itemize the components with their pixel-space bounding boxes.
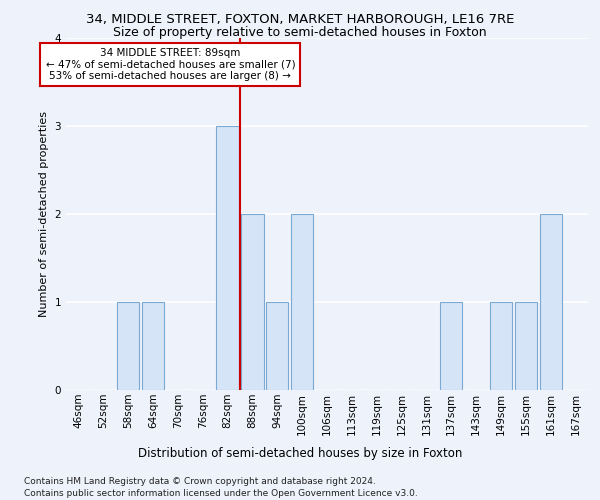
Bar — [440, 302, 463, 390]
Bar — [117, 302, 139, 390]
Bar — [241, 214, 263, 390]
Bar — [490, 302, 512, 390]
Text: 34 MIDDLE STREET: 89sqm
← 47% of semi-detached houses are smaller (7)
53% of sem: 34 MIDDLE STREET: 89sqm ← 47% of semi-de… — [46, 48, 295, 82]
Text: Size of property relative to semi-detached houses in Foxton: Size of property relative to semi-detach… — [113, 26, 487, 39]
Text: 34, MIDDLE STREET, FOXTON, MARKET HARBOROUGH, LE16 7RE: 34, MIDDLE STREET, FOXTON, MARKET HARBOR… — [86, 12, 514, 26]
Text: Contains public sector information licensed under the Open Government Licence v3: Contains public sector information licen… — [24, 489, 418, 498]
Bar — [142, 302, 164, 390]
Bar — [266, 302, 289, 390]
Bar — [539, 214, 562, 390]
Bar — [515, 302, 537, 390]
Text: Distribution of semi-detached houses by size in Foxton: Distribution of semi-detached houses by … — [138, 448, 462, 460]
Bar — [217, 126, 239, 390]
Y-axis label: Number of semi-detached properties: Number of semi-detached properties — [39, 111, 49, 317]
Bar — [291, 214, 313, 390]
Text: Contains HM Land Registry data © Crown copyright and database right 2024.: Contains HM Land Registry data © Crown c… — [24, 478, 376, 486]
